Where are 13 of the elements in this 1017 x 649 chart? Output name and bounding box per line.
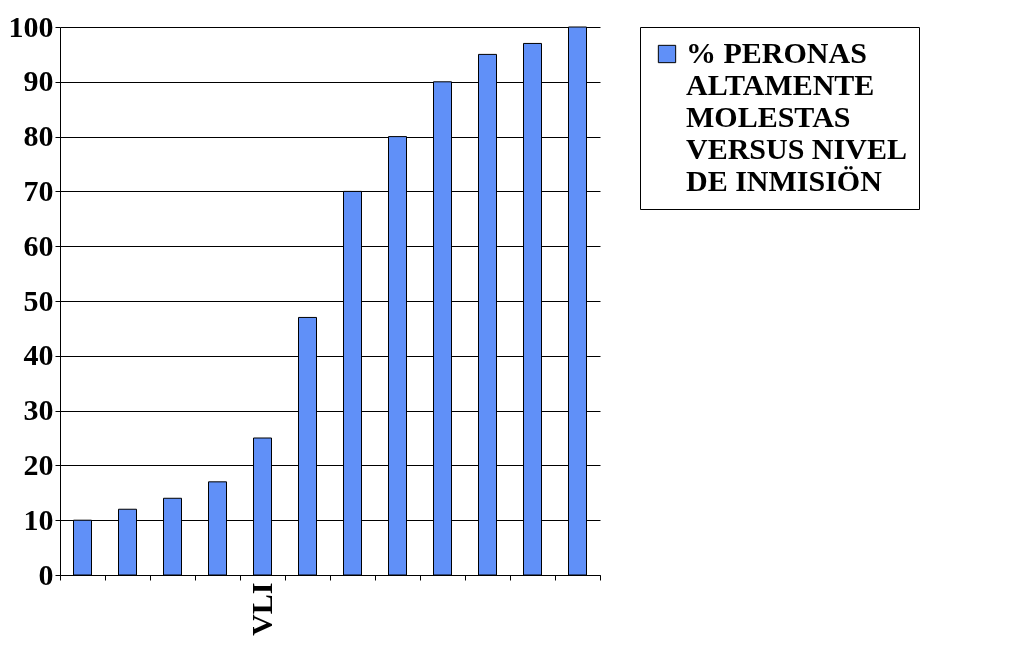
y-tick-label: 70 — [23, 173, 54, 207]
y-tick-label: 30 — [23, 393, 54, 427]
y-tick-label: 20 — [23, 447, 54, 481]
y-tick-label: 80 — [23, 119, 54, 153]
y-tick-label: 100 — [8, 9, 54, 43]
y-tick-label: 0 — [38, 557, 54, 591]
y-tick-label: 90 — [23, 64, 54, 98]
y-tick-label: 60 — [23, 228, 54, 262]
legend-label: % PERONAS ALTAMENTE MOLESTAS VERSUS NIVEL DE INMISIÖN — [686, 36, 907, 197]
y-tick-label: 10 — [23, 502, 54, 536]
x-tick-label: VLI — [245, 582, 278, 636]
y-tick-label: 40 — [23, 338, 54, 372]
y-tick-label: 50 — [23, 283, 54, 317]
